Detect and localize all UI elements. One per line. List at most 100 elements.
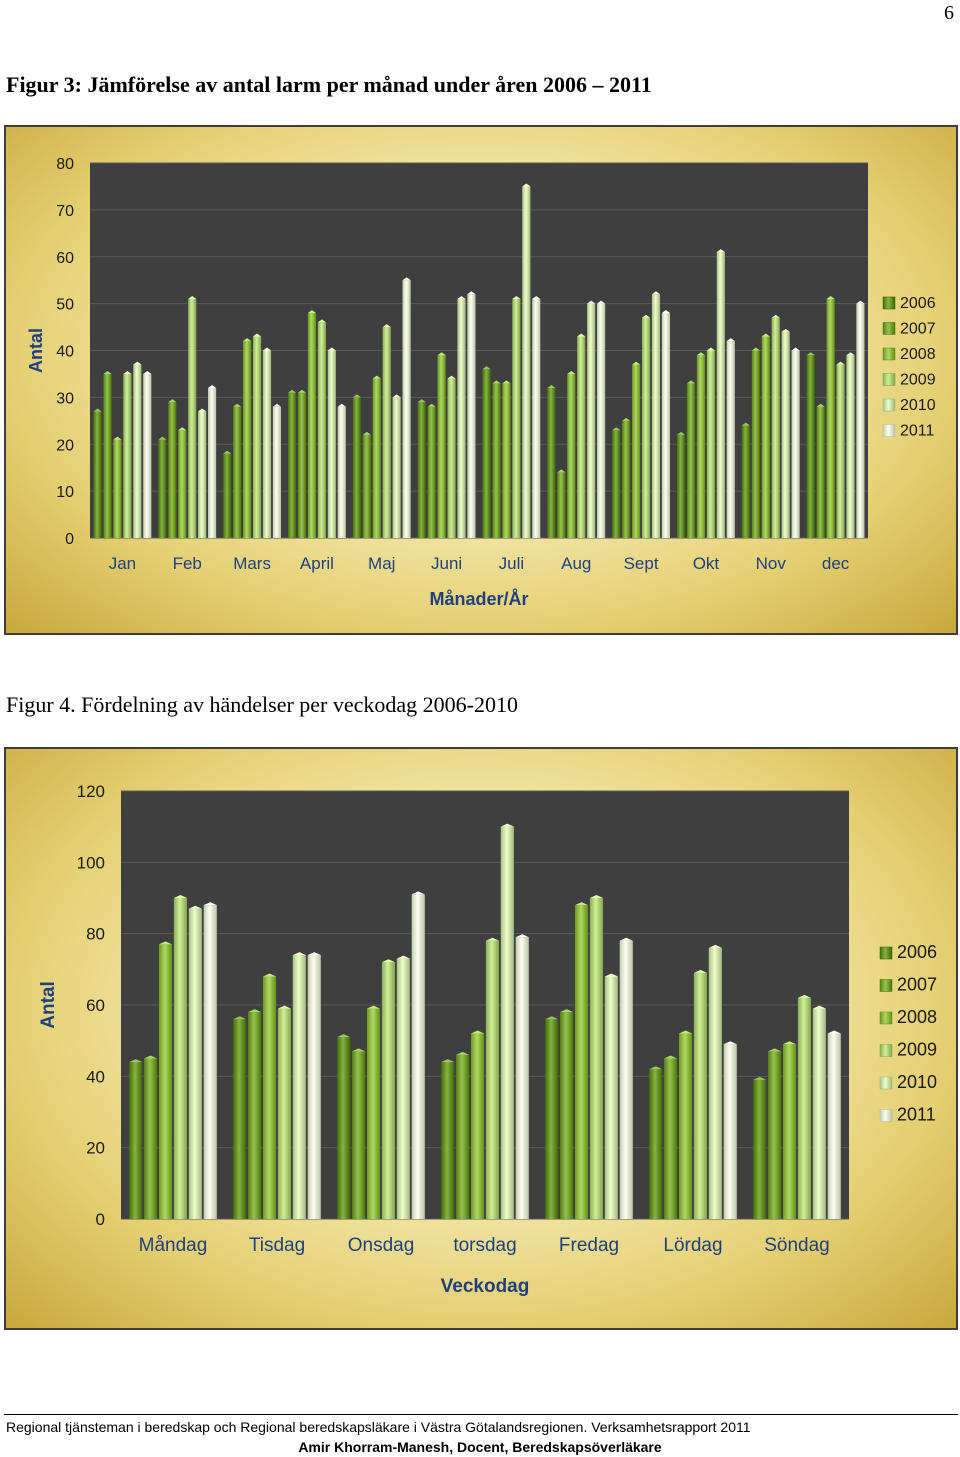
bar xyxy=(693,969,708,1219)
bar xyxy=(482,366,491,538)
legend-label: 2011 xyxy=(897,1105,936,1125)
x-tick-label: Juli xyxy=(499,554,525,573)
bar xyxy=(856,300,865,538)
bar xyxy=(158,941,173,1219)
x-tick-label: Jan xyxy=(109,554,136,573)
bar xyxy=(129,1059,143,1219)
bar xyxy=(277,1005,292,1219)
bar xyxy=(188,905,202,1219)
y-tick-label: 100 xyxy=(77,853,105,872)
bar xyxy=(812,1005,826,1219)
x-tick-label: Tisdag xyxy=(249,1235,305,1256)
bar xyxy=(457,295,466,538)
bar xyxy=(158,436,167,538)
bar xyxy=(619,937,633,1219)
bar xyxy=(500,823,514,1219)
bar xyxy=(467,291,476,538)
y-tick-label: 70 xyxy=(56,203,74,220)
bar xyxy=(816,403,825,538)
legend-label: 2010 xyxy=(897,1072,937,1092)
y-tick-label: 60 xyxy=(86,996,105,1015)
bar xyxy=(411,891,425,1219)
y-tick-label: 0 xyxy=(65,531,74,548)
bar xyxy=(723,1041,737,1219)
bar xyxy=(827,1030,841,1219)
bar xyxy=(223,450,232,538)
bar xyxy=(113,436,122,538)
bar xyxy=(577,333,586,538)
bar xyxy=(726,338,735,538)
footer-organization: Regional tjänsteman i beredskap och Regi… xyxy=(6,1419,751,1435)
y-tick-label: 40 xyxy=(86,1067,105,1086)
legend-entry: 2011 xyxy=(879,1105,936,1125)
bar xyxy=(198,408,207,538)
bar xyxy=(557,469,566,538)
x-tick-label: Feb xyxy=(173,554,202,573)
weekday-events-chart-svg: 0 20 40 60 80 100 120 Måndag Tisdag Onsdag torsdag… xyxy=(38,782,937,1297)
y-tick-label: 80 xyxy=(56,156,74,173)
legend-label: 2007 xyxy=(900,321,936,338)
bar xyxy=(372,375,381,538)
legend-entry: 2007 xyxy=(879,975,937,995)
legend-label: 2009 xyxy=(900,372,936,389)
bar xyxy=(337,1034,351,1219)
legend-entry: 2006 xyxy=(882,295,936,312)
bar xyxy=(604,973,618,1219)
bar xyxy=(396,955,410,1219)
bar xyxy=(651,291,661,538)
x-tick-label: Måndag xyxy=(139,1235,208,1256)
bar xyxy=(641,314,651,538)
bar xyxy=(262,347,272,538)
bar xyxy=(676,431,686,538)
bar xyxy=(567,370,576,538)
bar xyxy=(574,902,589,1219)
y-tick-label: 80 xyxy=(86,925,105,944)
bar xyxy=(587,300,596,538)
bar xyxy=(632,361,641,538)
bar xyxy=(327,347,336,538)
x-tick-label: April xyxy=(300,554,334,573)
bar xyxy=(307,310,317,538)
bar xyxy=(272,403,282,538)
legend-entry: 2010 xyxy=(879,1072,937,1092)
legend-entry: 2009 xyxy=(882,372,936,389)
y-tick-label: 20 xyxy=(86,1139,105,1158)
legend-label: 2006 xyxy=(900,295,936,312)
bar xyxy=(292,952,306,1219)
bar xyxy=(173,895,188,1219)
x-tick-label: Maj xyxy=(368,554,395,573)
bar xyxy=(751,347,760,538)
bar xyxy=(427,403,436,538)
bar xyxy=(532,295,541,538)
x-tick-label: Juni xyxy=(431,554,462,573)
bar xyxy=(622,417,631,538)
bar xyxy=(761,333,770,538)
y-axis-title: Antal xyxy=(38,981,59,1029)
x-tick-label: Mars xyxy=(233,554,271,573)
bar xyxy=(133,361,142,538)
legend-entry: 2009 xyxy=(879,1040,937,1060)
legend-label: 2010 xyxy=(900,397,936,414)
bar xyxy=(366,1005,381,1219)
legend-label: 2011 xyxy=(900,423,935,440)
bar xyxy=(93,408,102,538)
bar xyxy=(317,319,326,538)
y-tick-label: 50 xyxy=(56,297,74,314)
bar xyxy=(123,370,132,538)
footer-author: Amir Khorram-Manesh, Docent, Beredskapsö… xyxy=(298,1439,662,1455)
legend-label: 2006 xyxy=(897,942,937,962)
legend-label: 2007 xyxy=(897,975,937,995)
bar xyxy=(826,295,835,538)
x-tick-label: Aug xyxy=(561,554,591,573)
bar xyxy=(522,183,531,538)
bar xyxy=(402,277,411,538)
bar xyxy=(188,295,197,538)
bar xyxy=(560,1009,574,1219)
bar xyxy=(649,1066,663,1219)
bar xyxy=(547,385,556,538)
bar xyxy=(836,361,845,538)
bar xyxy=(143,370,152,538)
bar xyxy=(797,994,812,1219)
bar xyxy=(441,1059,455,1219)
legend-entry: 2008 xyxy=(879,1007,937,1027)
